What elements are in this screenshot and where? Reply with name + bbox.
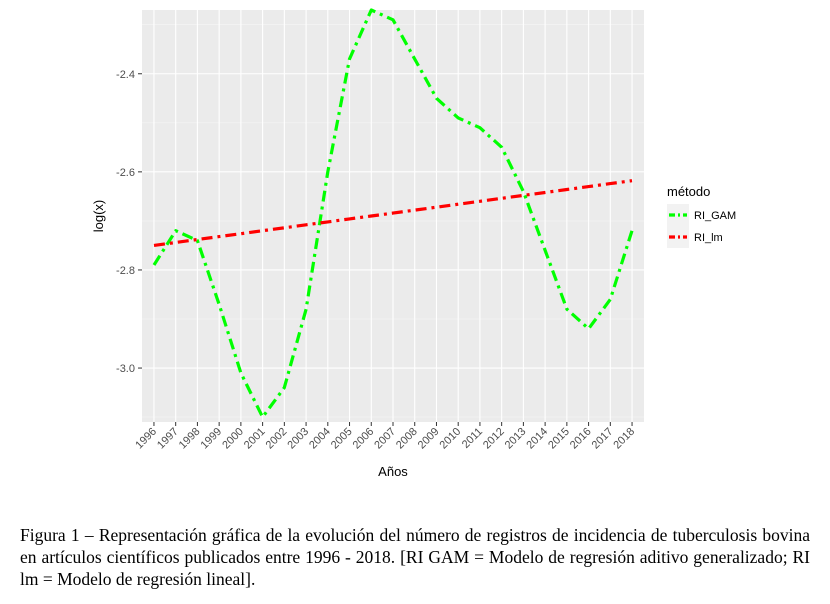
y-axis-ticks: -2.4 -2.6 -2.8 -3.0 [116,69,142,375]
x-tick-label: 2014 [524,426,550,452]
x-tick-label: 1999 [198,426,224,452]
x-tick-label: 2002 [264,426,290,452]
y-tick-label: -2.6 [116,167,135,179]
series-line-RI_lm [153,179,633,247]
x-axis-title: Años [378,464,408,479]
legend-title: método [667,184,710,199]
y-tick-label: -3.0 [116,363,135,375]
x-tick-label: 2011 [460,426,485,451]
x-tick-label: 2005 [329,426,355,452]
x-axis-ticks: 1996199719981999200020012002200320042005… [133,422,637,451]
x-tick-label: 1996 [133,426,159,452]
major-gridlines [142,10,644,422]
x-tick-label: 2013 [503,426,529,452]
x-tick-label: 2016 [568,426,594,452]
y-tick-label: -2.4 [116,69,135,81]
x-tick-label: 2003 [285,426,311,452]
x-tick-label: 2000 [220,426,246,452]
x-tick-label: 2012 [481,426,507,452]
x-tick-label: 1997 [155,426,181,452]
legend-label-RI_lm: RI_lm [694,232,723,244]
x-tick-label: 2006 [351,426,377,452]
x-tick-label: 2007 [372,426,398,452]
y-axis-title: log(x) [91,200,106,233]
x-tick-label: 2008 [394,426,420,452]
x-tick-label: 2010 [438,426,464,452]
x-tick-label: 2015 [546,426,572,452]
figure-caption: Figura 1 – Representación gráfica de la … [20,525,810,589]
x-tick-label: 2017 [590,426,616,452]
line-chart: -2.4-2.6-2.8-3.0 19961997199819992000200… [91,8,736,479]
series-line-RI_GAM [152,8,634,419]
legend: método RI_GAM RI_lm [667,184,736,248]
legend-label-RI_GAM: RI_GAM [694,210,736,222]
x-tick-label: 2001 [242,426,268,452]
y-tick-label: -2.8 [116,265,135,277]
x-tick-label: 2009 [416,426,442,452]
x-tick-label: 2018 [611,426,637,452]
x-tick-label: 2004 [307,426,333,452]
x-tick-label: 1998 [177,426,203,452]
series-layer [152,8,634,419]
